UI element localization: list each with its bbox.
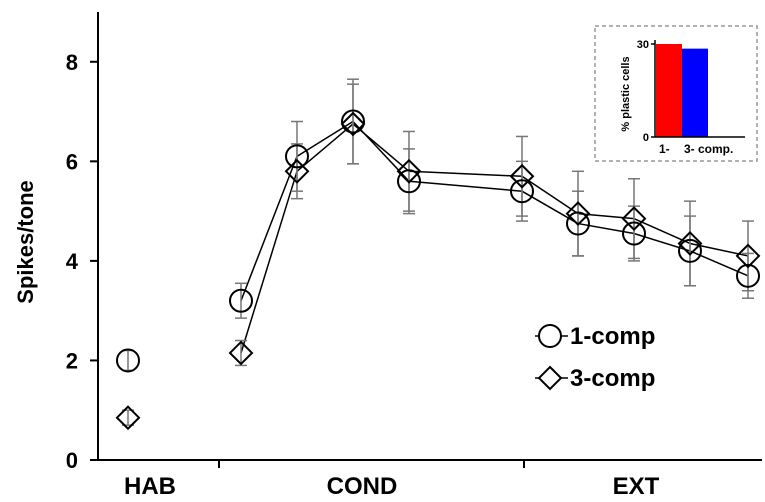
y-ticks: 0 2 4 6 8 — [66, 50, 98, 473]
y-tick-label: 4 — [66, 249, 79, 274]
data-point-diamond — [396, 158, 422, 184]
series-line-segment — [408, 180, 523, 192]
data-point-diamond — [340, 111, 366, 137]
inset-categories: 1- 3- comp. — [659, 142, 733, 156]
series-line-segment — [633, 217, 691, 245]
data-point-circle — [678, 238, 702, 263]
y-tick-label: 0 — [66, 448, 78, 473]
data-point-diamond — [115, 405, 141, 431]
data-point-circle — [229, 288, 253, 313]
series-line-segment — [577, 222, 635, 235]
data-point-diamond — [284, 158, 310, 184]
inset-ticks: 0 30 — [637, 39, 655, 144]
data-point-diamond — [735, 243, 761, 269]
series-line-segment — [352, 123, 410, 172]
y-tick-label: 2 — [66, 348, 78, 373]
y-axis-label: Spikes/tone — [13, 180, 38, 303]
phase-label: COND — [327, 473, 398, 500]
inset-y-tick-label: 30 — [637, 39, 649, 51]
data-point-circle — [622, 221, 646, 246]
phase-label: EXT — [613, 473, 660, 500]
y-tick-label: 6 — [66, 149, 78, 174]
inset-y-tick-label: 0 — [643, 132, 649, 144]
series-line-segment — [408, 170, 523, 178]
legend-label-1: 1-comp — [570, 323, 655, 350]
series-line-segment — [240, 156, 298, 301]
data-point-circle — [285, 144, 309, 169]
markers — [115, 109, 761, 431]
data-point-diamond — [228, 340, 254, 366]
legend-label-2: 3-comp — [570, 365, 655, 392]
inset-bar — [656, 44, 682, 137]
data-point-circle — [510, 179, 534, 204]
inset-category-label: 3- comp. — [684, 142, 733, 156]
inset-bars — [656, 44, 708, 137]
legend-marker-diamond — [537, 365, 563, 391]
legend-marker-circle — [538, 324, 562, 348]
inset-bar — [682, 48, 708, 137]
series-line-segment — [240, 171, 298, 354]
series-line-segment — [633, 232, 691, 252]
data-point-circle — [736, 263, 760, 288]
phase-labels: HAB COND EXT — [124, 473, 660, 500]
legend: 1-comp 3-comp — [535, 323, 655, 392]
data-point-diamond — [621, 206, 647, 231]
data-point-circle — [397, 169, 421, 194]
data-point-diamond — [565, 201, 591, 227]
data-point-circle — [566, 211, 590, 236]
inset-y-label: % plastic cells — [620, 56, 632, 131]
data-point-circle — [116, 348, 140, 373]
data-point-diamond — [509, 163, 535, 189]
phase-label: HAB — [124, 473, 176, 500]
inset-category-label: 1- — [659, 142, 670, 156]
data-point-circle — [341, 109, 365, 134]
inset-chart: % plastic cells 0 30 1- 3- comp. — [594, 25, 758, 162]
series-line-segment — [521, 175, 579, 215]
data-point-diamond — [677, 231, 703, 256]
y-tick-label: 8 — [66, 50, 78, 75]
